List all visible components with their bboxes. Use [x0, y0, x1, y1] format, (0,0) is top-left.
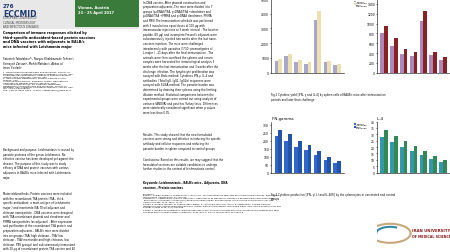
- Bar: [304, 65, 308, 73]
- Bar: [333, 163, 337, 173]
- Bar: [327, 62, 331, 73]
- Bar: [278, 130, 282, 173]
- Bar: [318, 151, 321, 173]
- Bar: [414, 146, 417, 173]
- Text: Keywords: Leishmaniasis , BALB/c mice , Adjuvants, DNA
vaccines , Protein vaccin: Keywords: Leishmaniasis , BALB/c mice , …: [143, 180, 227, 189]
- Legend: before
challenge, after
challenge: before challenge, after challenge: [353, 1, 369, 7]
- Text: ECCMID: ECCMID: [3, 10, 36, 19]
- Bar: [324, 63, 327, 73]
- Text: Fatemeh Tabatabaie*¹, Narges Khabbazzade Tehrani¹,
Somayeh Zarvani², Mehdi Mahda: Fatemeh Tabatabaie*¹, Narges Khabbazzade…: [3, 57, 74, 70]
- Bar: [439, 61, 443, 73]
- Bar: [400, 147, 404, 173]
- Text: Comparison of immune responses elicited by
third-specific antioxidant-based prot: Comparison of immune responses elicited …: [3, 31, 95, 49]
- Bar: [380, 34, 384, 73]
- Bar: [278, 59, 282, 73]
- Bar: [298, 61, 302, 73]
- Bar: [414, 53, 417, 73]
- Bar: [423, 12, 427, 73]
- Text: In DNA vaccine, After plasmid construction and
preparation adjuvants ,The mice w: In DNA vaccine, After plasmid constructi…: [143, 1, 218, 114]
- Text: Background and purpose: Leishmaniasis is caused by
parasite protozoa of the genu: Background and purpose: Leishmaniasis is…: [3, 147, 74, 179]
- Bar: [75, 1, 139, 28]
- Bar: [314, 155, 318, 173]
- Bar: [304, 151, 308, 173]
- Bar: [284, 57, 288, 73]
- Text: Vienna, Austria
23 - 25 April 2017: Vienna, Austria 23 - 25 April 2017: [77, 6, 113, 15]
- Bar: [380, 137, 384, 173]
- Text: References:
Badiei A, Sharavi Shangh S, Khamesipour A, Jaafari MR . Microsnanopa: References: Badiei A, Sharavi Shangh S, …: [143, 193, 280, 212]
- Bar: [333, 66, 337, 73]
- Bar: [384, 131, 388, 173]
- Bar: [324, 160, 327, 173]
- Text: OF MEDICAL SCIENCES: OF MEDICAL SCIENCES: [412, 234, 450, 238]
- Bar: [274, 136, 278, 173]
- Bar: [294, 63, 298, 73]
- Bar: [443, 58, 447, 73]
- Bar: [394, 39, 398, 73]
- Bar: [410, 57, 414, 73]
- Bar: [390, 46, 394, 73]
- Bar: [433, 156, 437, 173]
- Text: IRAN UNIVERSITY: IRAN UNIVERSITY: [412, 228, 450, 232]
- Bar: [314, 21, 318, 73]
- Text: Fig.2 Cytokine production [IFN- γ( L) and IL-4(R)] by the splenocytes in vaccina: Fig.2 Cytokine production [IFN- γ( L) an…: [271, 192, 396, 201]
- Bar: [0, 0, 139, 30]
- Bar: [318, 12, 321, 73]
- Bar: [337, 65, 341, 73]
- Bar: [288, 54, 292, 73]
- Bar: [429, 56, 433, 73]
- Legend: before
challenge, after
challenge: before challenge, after challenge: [353, 123, 369, 129]
- Bar: [298, 142, 302, 173]
- Bar: [404, 50, 407, 73]
- Bar: [429, 159, 433, 173]
- Text: EUROPEAN CONGRESS OF
CLINICAL MICROBIOLOGY
AND INFECTIOUS DISEASES: EUROPEAN CONGRESS OF CLINICAL MICROBIOLO…: [3, 16, 38, 29]
- Text: IL-4: IL-4: [377, 117, 384, 121]
- Bar: [394, 136, 398, 173]
- Bar: [400, 55, 404, 73]
- Text: Results: This study showed that the new formulated
vaccines were strong and effe: Results: This study showed that the new …: [143, 132, 220, 150]
- Bar: [288, 135, 292, 173]
- Bar: [327, 157, 331, 173]
- Bar: [337, 161, 341, 173]
- Bar: [410, 151, 414, 173]
- Text: IFN-gamma: IFN-gamma: [271, 117, 294, 121]
- Bar: [390, 142, 394, 173]
- Bar: [443, 160, 447, 173]
- Bar: [284, 141, 288, 173]
- Bar: [404, 141, 407, 173]
- Bar: [294, 147, 298, 173]
- Bar: [419, 155, 423, 173]
- Text: 1- Department of Parasitology and Mycology, Faculty of
Medicine, Iran University: 1- Department of Parasitology and Mycolo…: [3, 72, 73, 91]
- Text: Conclusions: Based on this results, we may suggest that the
formulated vaccines : Conclusions: Based on this results, we m…: [143, 158, 223, 171]
- Text: Materials&methods: Protein vaccines were included
with the recombinant TSA prote: Materials&methods: Protein vaccines were…: [3, 192, 75, 252]
- Bar: [384, 27, 388, 73]
- Bar: [308, 146, 311, 173]
- Bar: [274, 62, 278, 73]
- Bar: [433, 53, 437, 73]
- Bar: [308, 62, 311, 73]
- Bar: [423, 151, 427, 173]
- Text: Fig.1 Cytokine yield [IFN- γ and IL-4] by spleen cells of BALB/c mice after immu: Fig.1 Cytokine yield [IFN- γ and IL-4] b…: [271, 93, 386, 101]
- Text: 276: 276: [3, 4, 14, 9]
- Bar: [419, 22, 423, 73]
- Bar: [439, 163, 443, 173]
